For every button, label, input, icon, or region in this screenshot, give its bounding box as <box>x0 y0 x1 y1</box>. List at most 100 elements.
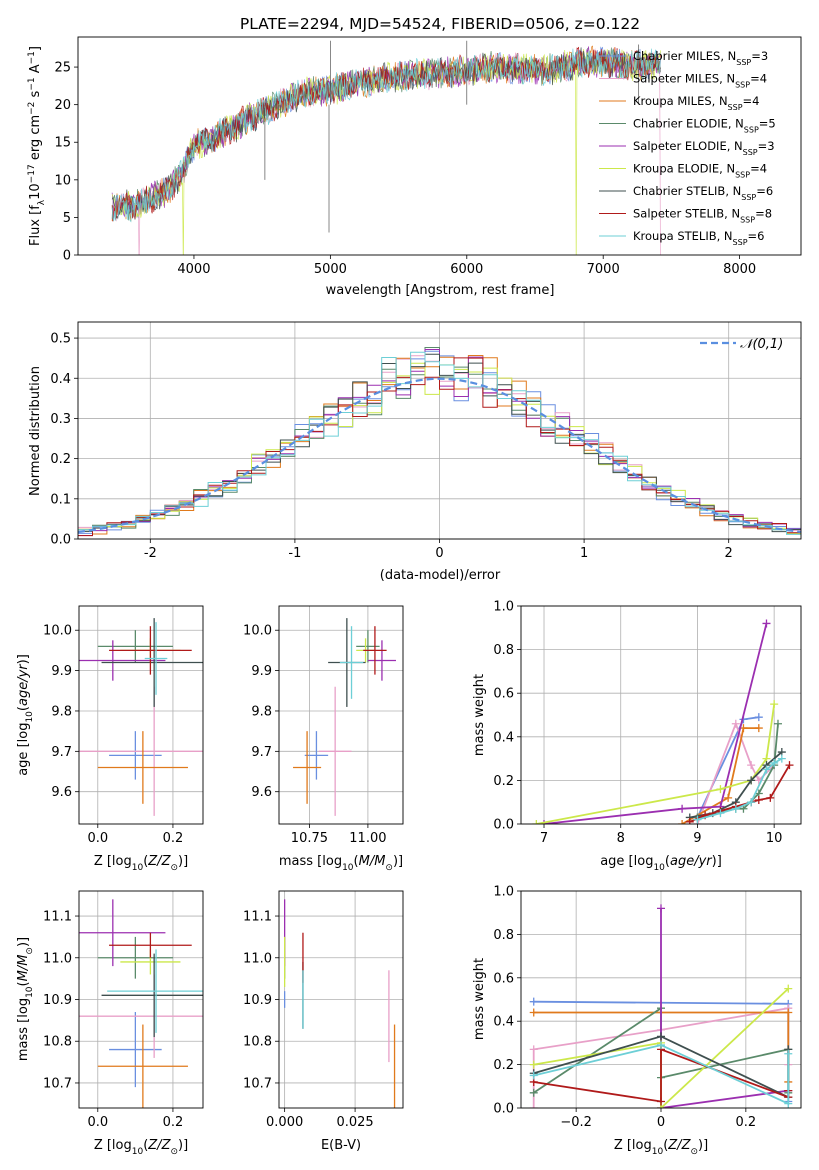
residuals-ylabel: Normed distribution <box>28 366 43 496</box>
legend-suffix: =4 <box>750 72 767 86</box>
label-part: −17 <box>27 164 37 183</box>
y-tick-label: 25 <box>54 61 71 76</box>
legend-label: Chabrier STELIB, N <box>633 184 741 198</box>
label-part: age/yr <box>16 663 31 706</box>
label-part: ( <box>143 854 148 869</box>
marker-chabrier-miles <box>754 713 763 722</box>
marker-chabrier-stelib <box>747 776 756 785</box>
label-part: age [log <box>600 854 653 869</box>
x-tick-label: 6000 <box>450 262 483 277</box>
legend-entry: 𝒩(0,1) <box>740 337 783 352</box>
axes-weight_vs_age: 7 8 9 10 0.0 0.2 0.4 0.6 0.8 1.0 <box>493 600 802 846</box>
legend-sub: SSP <box>733 238 748 247</box>
legend-entry: Chabrier STELIB, NSSP=6 <box>633 184 773 202</box>
y-tick-label: 11.0 <box>43 951 72 966</box>
label-part: )] <box>16 654 31 664</box>
label-part: 10 <box>342 863 354 873</box>
label-part: ( <box>16 981 31 986</box>
plot-layer: 4000 5000 6000 7000 80000510152025wavelength… <box>16 36 802 1157</box>
label-part: s <box>28 90 43 101</box>
mass-z-xlabel: Z [log10(Z/Z⊙)] <box>94 1138 188 1157</box>
legend-suffix: =4 <box>743 94 760 108</box>
marker-salpeter-stelib <box>766 793 775 802</box>
spectrum-line-kroupa-stelib <box>111 48 661 223</box>
y-tick-label: 0.2 <box>493 1058 514 1073</box>
axes-residuals: -2 -1 0 1 2 0.0 0.1 0.2 0.3 0.4 0.5 <box>50 321 802 561</box>
y-tick-label: 10.0 <box>243 624 272 639</box>
age-mass-xlabel: mass [log10(M/M⊙)] <box>279 854 403 873</box>
marker-salpeter-miles <box>529 1104 538 1108</box>
marker-chabrier-elodie <box>529 1088 538 1097</box>
marker-kroupa-stelib <box>731 804 740 813</box>
histogram-salpeter-stelib <box>78 357 801 537</box>
y-tick-label: 0.4 <box>50 372 71 387</box>
y-tick-label: 0.6 <box>493 971 514 986</box>
marker-kroupa-miles <box>678 820 687 824</box>
label-part: ⊙ <box>170 1147 178 1157</box>
axes-frame <box>78 605 204 825</box>
axes-frame <box>278 890 404 1109</box>
y-tick-label: 20 <box>54 98 71 113</box>
x-tick-label: 4000 <box>177 262 210 277</box>
y-tick-label: 0.6 <box>493 687 514 702</box>
legend-entry: Salpeter STELIB, NSSP=8 <box>633 207 772 225</box>
label-part: 10 <box>132 863 144 873</box>
label-part: ( <box>665 854 670 869</box>
legend-entry: Kroupa MILES, NSSP=4 <box>633 94 759 112</box>
x-tick-label: 10 <box>766 831 783 846</box>
histogram-kroupa-stelib <box>78 351 801 535</box>
label-part: M/M <box>359 854 386 869</box>
marker-kroupa-stelib <box>529 1071 538 1080</box>
x-tick-label: -1 <box>288 546 301 561</box>
label-part: (data-model)/error <box>380 568 501 583</box>
figure-title: PLATE=2294, MJD=54524, FIBERID=0506, z=0… <box>240 15 640 33</box>
spectrum-xlabel: wavelength [Angstrom, rest frame] <box>326 283 555 298</box>
marker-kroupa-elodie <box>529 1060 538 1069</box>
label-part: λ <box>37 199 47 205</box>
label-part: A <box>28 64 43 77</box>
legend-suffix: =4 <box>750 162 767 176</box>
legend-suffix: =6 <box>748 229 765 243</box>
label-part: ⊙ <box>690 1147 698 1157</box>
label-part: ⊙ <box>25 947 35 955</box>
y-tick-label: 0.0 <box>50 533 71 548</box>
x-tick-label: 0.0 <box>87 831 108 846</box>
x-tick-label: 0.2 <box>163 831 184 846</box>
label-part: )] <box>178 1138 188 1153</box>
y-tick-label: 0.2 <box>50 452 71 467</box>
legend-label: Chabrier ELODIE, N <box>633 117 744 131</box>
y-tick-label: 10.8 <box>43 1035 72 1050</box>
residuals-xlabel: (data-model)/error <box>380 568 501 583</box>
legend-label: Kroupa STELIB, N <box>633 229 733 243</box>
axes-frame <box>278 605 404 825</box>
marker-salpeter-miles <box>731 719 740 728</box>
plot-area <box>78 347 801 537</box>
mass-z-ylabel: mass [log10(M/M⊙)] <box>16 937 35 1061</box>
label-part: Flux [f <box>28 205 43 246</box>
label-part: M/M <box>16 955 31 982</box>
y-tick-label: 9.6 <box>251 785 272 800</box>
spectrum-ylabel: Flux [fλ10−17 erg cm−2 s−1 A−1] <box>27 46 47 246</box>
y-tick-label: 0.4 <box>493 730 514 745</box>
marker-kroupa-stelib <box>747 798 756 807</box>
marker-salpeter-elodie <box>678 804 687 813</box>
legend-suffix: =3 <box>751 49 768 63</box>
weight-age-ylabel: mass weight <box>472 674 487 756</box>
axes-frame <box>78 890 204 1109</box>
marker-salpeter-miles <box>529 1045 538 1054</box>
y-tick-label: 11.0 <box>243 951 272 966</box>
marker-kroupa-elodie <box>532 820 541 824</box>
mass-ebv-xlabel: E(B-V) <box>321 1138 361 1153</box>
label-part: )] <box>178 854 188 869</box>
axes-frame <box>520 890 802 1109</box>
y-tick-label: 9.8 <box>51 704 72 719</box>
label-part: mass [log <box>16 998 31 1061</box>
y-tick-label: 1.0 <box>493 885 514 900</box>
label-part: −2 <box>27 102 37 115</box>
y-tick-label: 1.0 <box>493 600 514 615</box>
series-line-salpeter-elodie <box>660 908 789 1108</box>
label-part: −1 <box>27 77 37 90</box>
label-part: 10 <box>653 863 665 873</box>
marker-kroupa-miles <box>724 793 733 802</box>
